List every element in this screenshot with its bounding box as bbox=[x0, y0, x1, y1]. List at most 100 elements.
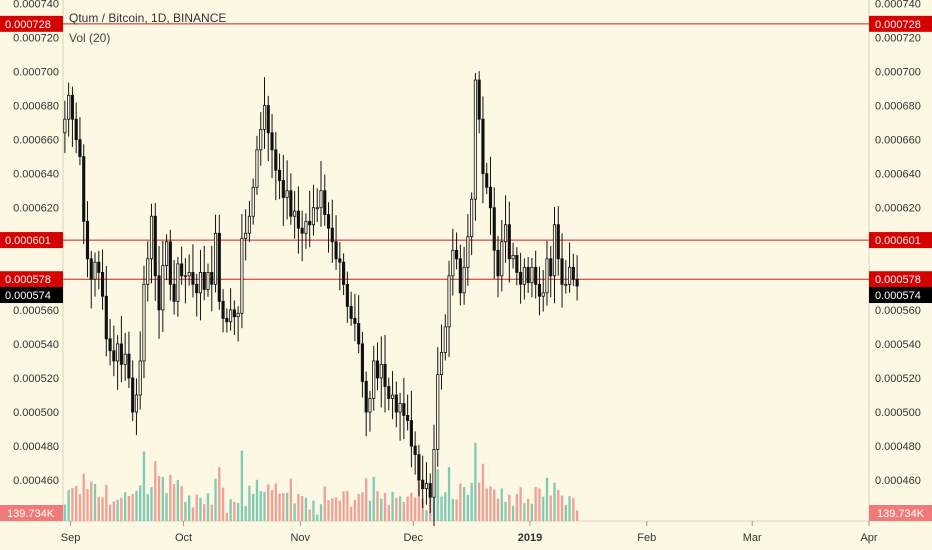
volume-bar bbox=[421, 498, 424, 521]
candle-body bbox=[485, 173, 489, 188]
volume-bar bbox=[71, 488, 74, 521]
price-tag-level-578-right bbox=[869, 271, 932, 288]
candle-body bbox=[213, 232, 218, 285]
volume-bar bbox=[365, 478, 368, 521]
candle-body bbox=[575, 278, 579, 287]
candle-body bbox=[368, 398, 372, 413]
right-price-tick: 0.000520 bbox=[875, 373, 921, 385]
volume-bar bbox=[293, 503, 296, 521]
candle-body bbox=[236, 312, 240, 318]
candle-body bbox=[541, 292, 545, 297]
candle-body bbox=[466, 236, 470, 268]
candle-body bbox=[221, 300, 225, 319]
right-price-tick: 0.000700 bbox=[875, 67, 921, 79]
candle-body bbox=[455, 249, 459, 260]
candle-body bbox=[300, 227, 304, 234]
price-tag-level-578-left bbox=[0, 271, 63, 288]
time-label: Nov bbox=[290, 532, 310, 544]
candle-body bbox=[187, 272, 191, 277]
volume-bar bbox=[225, 512, 229, 521]
volume-bar bbox=[380, 498, 383, 521]
volume-bar bbox=[127, 496, 131, 521]
volume-bar bbox=[338, 500, 341, 521]
volume-bar bbox=[312, 500, 315, 521]
price-tag-label: 0.000574 bbox=[5, 290, 51, 302]
volume-bar bbox=[508, 494, 511, 521]
price-tag-label: 0.000578 bbox=[875, 274, 921, 286]
candle-body bbox=[168, 241, 172, 285]
volume-bar bbox=[278, 493, 281, 521]
time-label: Sep bbox=[61, 532, 81, 544]
volume-bar bbox=[248, 485, 251, 521]
left-price-tick: 0.000700 bbox=[13, 67, 59, 79]
candle-body bbox=[349, 306, 353, 319]
volume-tag-label: 139.734K bbox=[877, 508, 925, 520]
volume-bar bbox=[451, 498, 454, 521]
candle-body bbox=[473, 79, 477, 200]
time-label: Dec bbox=[403, 532, 423, 544]
candle-body bbox=[556, 224, 560, 260]
candle-body bbox=[477, 79, 481, 120]
candle-body bbox=[387, 386, 391, 399]
volume-bar bbox=[526, 498, 530, 521]
candle-body bbox=[432, 449, 436, 498]
candle-body bbox=[424, 483, 429, 490]
volume-bar bbox=[300, 496, 304, 521]
volume-bar bbox=[270, 490, 274, 521]
volume-bar bbox=[240, 450, 244, 521]
volume-bar bbox=[206, 493, 210, 521]
volume-bar bbox=[489, 486, 492, 521]
candle-body bbox=[526, 266, 530, 284]
left-price-tick: 0.000500 bbox=[13, 407, 59, 419]
right-price-tick: 0.000740 bbox=[875, 0, 921, 10]
volume-bar bbox=[462, 487, 466, 521]
volume-bar bbox=[534, 487, 537, 521]
volume-bar bbox=[67, 489, 70, 521]
candle-body bbox=[116, 343, 120, 362]
time-axis: Sep Oct Nov Dec 2019 Feb Mar Apr bbox=[61, 521, 878, 544]
volume-bar bbox=[285, 492, 289, 521]
candle-body bbox=[334, 241, 338, 260]
candle-body bbox=[568, 266, 572, 285]
candle-body bbox=[308, 220, 312, 226]
volume-bar bbox=[349, 506, 353, 521]
right-price-tick: 0.000640 bbox=[875, 169, 921, 181]
volume-bar bbox=[78, 494, 82, 521]
candle-body bbox=[285, 190, 289, 198]
price-tags: 0.000728 0.000728 0.000601 0.000601 0.000578… bbox=[0, 15, 932, 521]
candle-body bbox=[146, 258, 150, 285]
volume-bar bbox=[474, 442, 477, 521]
candle-body bbox=[500, 241, 504, 277]
candle-body bbox=[123, 353, 127, 365]
volume-tag-left bbox=[0, 505, 63, 521]
candle-body bbox=[157, 275, 161, 311]
candle-body bbox=[326, 214, 331, 229]
volume-bar bbox=[199, 497, 202, 521]
price-tag-label: 0.000601 bbox=[5, 235, 51, 247]
candle-body bbox=[281, 180, 285, 198]
candle-body bbox=[97, 261, 101, 273]
volume-indicator-label[interactable]: Vol (20) bbox=[69, 31, 110, 45]
candle-body bbox=[353, 317, 357, 324]
volume-bar bbox=[530, 503, 534, 521]
candle-body bbox=[251, 186, 255, 217]
candle-body bbox=[198, 272, 203, 294]
candle-body bbox=[402, 403, 406, 416]
volume-bar bbox=[334, 497, 338, 521]
volume-bar bbox=[176, 480, 180, 521]
volume-bar bbox=[357, 494, 360, 521]
candle-body bbox=[108, 338, 112, 352]
volume-bar bbox=[395, 497, 398, 521]
candle-body bbox=[176, 263, 180, 302]
right-price-tick: 0.000560 bbox=[875, 305, 921, 317]
candle-body bbox=[104, 295, 108, 340]
volume-bar bbox=[553, 482, 556, 521]
volume-bar bbox=[191, 507, 195, 521]
volume-bar bbox=[316, 514, 319, 521]
volume-bar bbox=[274, 483, 277, 521]
volume-bar bbox=[221, 487, 225, 521]
candle-body bbox=[149, 215, 154, 260]
volume-bar bbox=[263, 491, 266, 521]
volume-bar bbox=[485, 488, 488, 521]
